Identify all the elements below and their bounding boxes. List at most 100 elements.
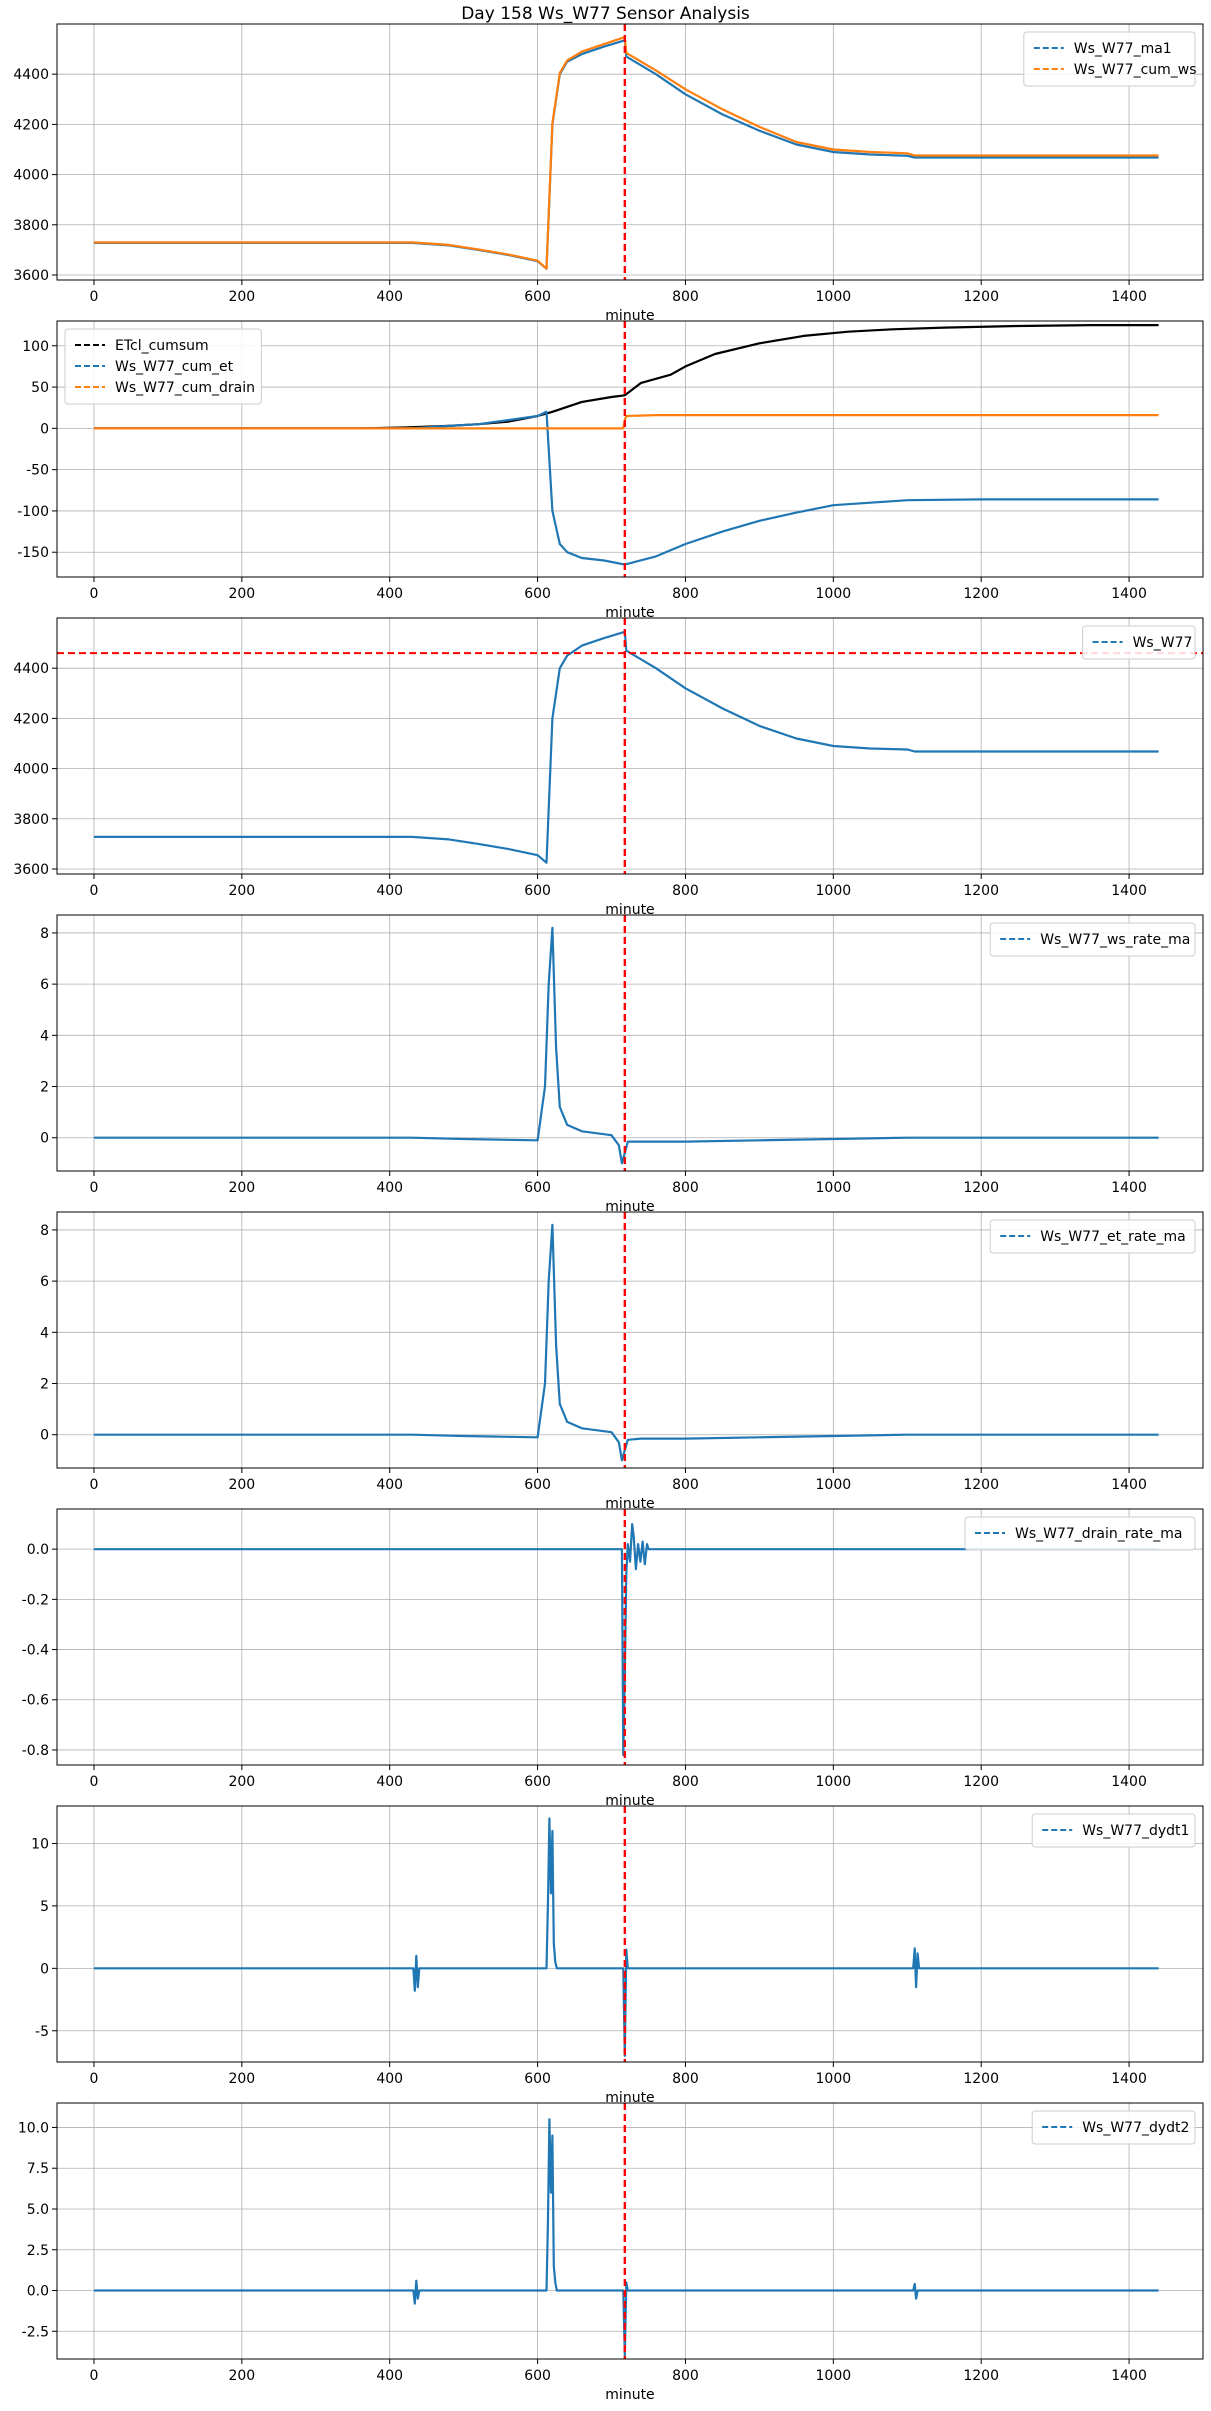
legend: Ws_W77_drain_rate_ma xyxy=(964,1516,1196,1551)
y-tick-label: -0.2 xyxy=(22,1592,49,1608)
legend-box xyxy=(1031,2110,1196,2145)
legend: Ws_W77 xyxy=(1082,625,1196,660)
x-axis-label: minute xyxy=(605,308,654,324)
x-tick-label: 1200 xyxy=(963,289,999,305)
x-axis-label: minute xyxy=(605,1199,654,1215)
x-tick-label: 1400 xyxy=(1111,883,1147,899)
x-tick-label: 800 xyxy=(672,1774,699,1790)
y-tick-label: 4 xyxy=(40,1028,49,1044)
legend-box xyxy=(989,1219,1196,1254)
plot-frame xyxy=(56,320,1204,578)
figure-title: Day 158 Ws_W77 Sensor Analysis xyxy=(461,4,750,24)
y-tick-label: -0.4 xyxy=(22,1643,49,1659)
x-axis-label: minute xyxy=(605,1793,654,1809)
x-tick-label: 200 xyxy=(228,1774,255,1790)
y-tick-label: 10.0 xyxy=(18,2120,49,2136)
y-tick-label: 2.5 xyxy=(27,2243,49,2259)
legend-box xyxy=(1082,625,1196,660)
x-tick-label: 1400 xyxy=(1111,1180,1147,1196)
plot-frame xyxy=(56,617,1204,875)
y-tick-label: 4400 xyxy=(13,661,49,677)
y-tick-label: 6 xyxy=(40,977,49,993)
legend-box xyxy=(1023,31,1196,87)
x-tick-label: 200 xyxy=(228,1477,255,1493)
plot-frame xyxy=(56,914,1204,1172)
x-tick-label: 0 xyxy=(90,2368,99,2384)
y-tick-label: 7.5 xyxy=(27,2161,49,2177)
series-line-ws-w77-drain-rate-ma xyxy=(94,1522,1159,1757)
plot-frame xyxy=(56,23,1204,281)
y-tick-label: -50 xyxy=(26,463,49,479)
legend-label: Ws_W77_cum_ws xyxy=(1074,62,1197,78)
y-tick-label: 50 xyxy=(31,380,49,396)
x-tick-label: 1200 xyxy=(963,586,999,602)
legend: ETcl_cumsum Ws_W77_cum_et Ws_W77_cum_drain xyxy=(64,328,262,405)
x-tick-label: 400 xyxy=(376,1180,403,1196)
legend-box xyxy=(1031,1813,1196,1848)
legend-label: ETcl_cumsum xyxy=(115,338,209,354)
x-tick-label: 600 xyxy=(524,586,551,602)
x-tick-label: 1400 xyxy=(1111,586,1147,602)
y-tick-label: 5.0 xyxy=(27,2202,49,2218)
legend-box xyxy=(964,1516,1196,1551)
x-tick-label: 1000 xyxy=(816,2071,852,2087)
subplot-8: 0 200 400 600 800 1000 1200 1400 -2.5 0.0 2.5 5.0 7.… xyxy=(18,2102,1204,2403)
x-tick-label: 1000 xyxy=(816,883,852,899)
plot-frame xyxy=(56,2102,1204,2360)
x-tick-label: 200 xyxy=(228,2368,255,2384)
x-tick-label: 1400 xyxy=(1111,2071,1147,2087)
x-tick-label: 200 xyxy=(228,1180,255,1196)
y-tick-label: -150 xyxy=(17,545,49,561)
x-tick-label: 800 xyxy=(672,2071,699,2087)
y-tick-label: -100 xyxy=(17,504,49,520)
y-tick-label: 6 xyxy=(40,1274,49,1290)
x-axis-label: minute xyxy=(605,902,654,918)
series-line-ws-w77-dydt1 xyxy=(94,1817,1159,2057)
y-tick-label: 3800 xyxy=(13,812,49,828)
y-tick-label: 5 xyxy=(40,1899,49,1915)
x-axis-label: minute xyxy=(605,605,654,621)
x-tick-label: 1000 xyxy=(816,1477,852,1493)
y-tick-label: 8 xyxy=(40,1223,49,1239)
y-tick-label: 0 xyxy=(40,1131,49,1147)
legend-box xyxy=(989,922,1196,957)
x-tick-label: 0 xyxy=(90,586,99,602)
x-tick-label: 0 xyxy=(90,1180,99,1196)
subplot-3: 0 200 400 600 800 1000 1200 1400 3600 3800 4000 420… xyxy=(13,617,1204,918)
series-group xyxy=(94,1212,1159,1468)
y-tick-label: 4200 xyxy=(13,117,49,133)
x-tick-label: 800 xyxy=(672,883,699,899)
series-group xyxy=(94,2103,1159,2359)
y-tick-label: 2 xyxy=(40,1080,49,1096)
subplot-7: 0 200 400 600 800 1000 1200 1400 -5 0 5 10 minute Ws_… xyxy=(31,1805,1204,2106)
x-tick-label: 400 xyxy=(376,289,403,305)
legend: Ws_W77_dydt1 xyxy=(1031,1813,1196,1848)
y-tick-label: 3600 xyxy=(13,268,49,284)
legend-label: Ws_W77_cum_et xyxy=(115,359,234,375)
subplot-5: 0 200 400 600 800 1000 1200 1400 0 2 4 6 8 minute Ws_W… xyxy=(40,1211,1204,1512)
x-tick-label: 1000 xyxy=(816,586,852,602)
x-tick-label: 1000 xyxy=(816,2368,852,2384)
series-group xyxy=(94,1509,1159,1765)
x-tick-label: 600 xyxy=(524,1774,551,1790)
x-tick-label: 1200 xyxy=(963,1774,999,1790)
y-tick-label: 0 xyxy=(40,421,49,437)
x-tick-label: 1400 xyxy=(1111,289,1147,305)
x-tick-label: 1200 xyxy=(963,1477,999,1493)
legend: Ws_W77_ws_rate_ma xyxy=(989,922,1196,957)
x-tick-label: 800 xyxy=(672,586,699,602)
x-tick-label: 0 xyxy=(90,2071,99,2087)
y-tick-label: -0.6 xyxy=(22,1693,49,1709)
series-line-ws-w77-cum-et xyxy=(94,410,1159,566)
legend: Ws_W77_et_rate_ma xyxy=(989,1219,1196,1254)
series-group xyxy=(94,915,1159,1171)
legend-label: Ws_W77 xyxy=(1133,635,1193,651)
legend: Ws_W77_ma1 Ws_W77_cum_ws xyxy=(1023,31,1197,87)
x-tick-label: 400 xyxy=(376,2368,403,2384)
series-line-ws-w77-ws-rate-ma xyxy=(94,926,1159,1165)
series-line-ws-w77-et-rate-ma xyxy=(94,1223,1159,1462)
subplot-2: 0 200 400 600 800 1000 1200 1400 -150 -100 -50 0 50 1… xyxy=(17,320,1204,621)
y-tick-label: 10 xyxy=(31,1836,49,1852)
x-axis-label: minute xyxy=(605,2090,654,2106)
